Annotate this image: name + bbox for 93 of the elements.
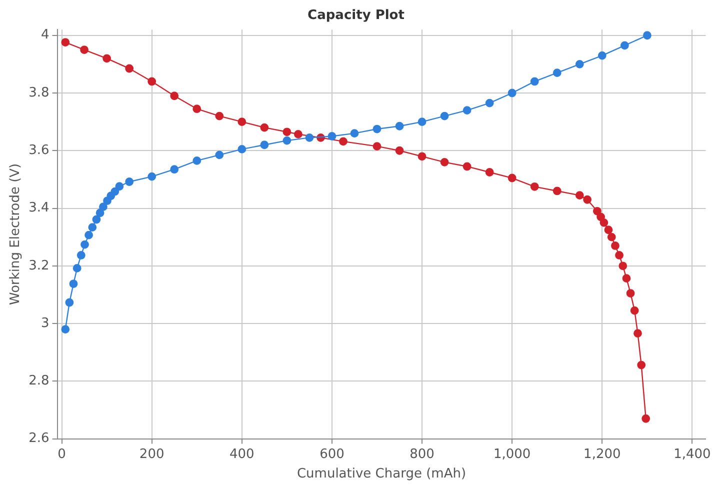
point — [372, 124, 382, 134]
point — [583, 195, 592, 204]
point — [508, 174, 516, 182]
x-tick-label: 400 — [229, 446, 254, 462]
x-tick-label: 800 — [410, 446, 434, 462]
point — [215, 150, 224, 160]
point — [80, 240, 89, 249]
point — [69, 280, 78, 288]
point — [148, 77, 156, 86]
x-tick-label: 0 — [58, 446, 66, 462]
point — [630, 306, 639, 315]
point — [80, 46, 88, 54]
point — [92, 215, 101, 224]
point — [575, 60, 584, 68]
point — [76, 251, 86, 260]
x-tick-label: 1,200 — [584, 446, 621, 462]
point — [99, 202, 108, 212]
point — [530, 77, 539, 86]
point — [339, 137, 348, 146]
y-tick-label: 2.6 — [28, 431, 50, 446]
point — [395, 122, 404, 130]
y-tick-label: 3 — [40, 316, 50, 331]
point — [192, 156, 202, 165]
point — [65, 298, 74, 307]
x-tick-label: 1,000 — [493, 446, 531, 462]
point — [485, 168, 494, 176]
point — [215, 112, 224, 120]
point — [598, 51, 606, 60]
point — [462, 162, 472, 171]
point — [642, 31, 652, 40]
point — [440, 158, 449, 166]
point — [552, 68, 562, 78]
point — [148, 172, 156, 181]
point — [418, 152, 426, 161]
point — [611, 242, 620, 250]
point — [282, 128, 292, 136]
point — [607, 232, 616, 242]
point — [530, 182, 539, 191]
point — [634, 329, 642, 338]
x-tick-label: 200 — [139, 446, 164, 462]
point — [238, 118, 246, 126]
y-tick-label: 3.4 — [28, 200, 50, 216]
point — [282, 136, 292, 145]
x-tick-label: 1,400 — [674, 446, 711, 462]
point — [170, 165, 179, 174]
point — [620, 41, 629, 50]
y-tick-label: 3.6 — [28, 143, 50, 158]
point — [260, 140, 269, 150]
point — [110, 187, 120, 196]
point — [593, 206, 602, 216]
point — [238, 144, 246, 154]
point — [61, 38, 70, 46]
point — [642, 414, 650, 423]
point — [485, 98, 494, 108]
x-tick-label: 600 — [320, 446, 344, 462]
point — [508, 88, 516, 98]
point — [115, 182, 124, 191]
x-axis-title: Cumulative Charge (mAh) — [296, 466, 466, 482]
point — [462, 106, 472, 114]
y-tick-label: 4 — [40, 28, 50, 43]
point — [626, 289, 635, 298]
y-tick-label: 2.8 — [28, 374, 50, 389]
point — [125, 178, 134, 186]
y-tick-label: 3.2 — [28, 258, 50, 274]
point — [102, 54, 112, 63]
point — [96, 208, 104, 218]
point — [418, 118, 426, 126]
y-tick-label: 3.8 — [28, 85, 50, 100]
point — [395, 146, 404, 155]
point — [305, 133, 314, 142]
point — [637, 360, 646, 370]
point — [372, 142, 382, 151]
point — [192, 104, 202, 114]
point — [328, 132, 336, 140]
point — [72, 264, 82, 272]
point — [615, 251, 624, 260]
point — [440, 112, 449, 120]
point — [88, 223, 97, 232]
point — [622, 274, 631, 282]
point — [552, 186, 562, 196]
point — [600, 218, 608, 227]
point — [350, 129, 359, 138]
point — [260, 123, 269, 132]
chart-title: Capacity Plot — [308, 8, 404, 24]
point — [604, 226, 613, 234]
point — [618, 262, 628, 270]
point — [61, 325, 70, 334]
point — [125, 64, 134, 73]
point — [170, 92, 179, 100]
point — [294, 130, 302, 138]
y-axis-title: Working Electrode (V) — [8, 163, 24, 306]
point — [84, 230, 93, 240]
point — [575, 191, 584, 200]
